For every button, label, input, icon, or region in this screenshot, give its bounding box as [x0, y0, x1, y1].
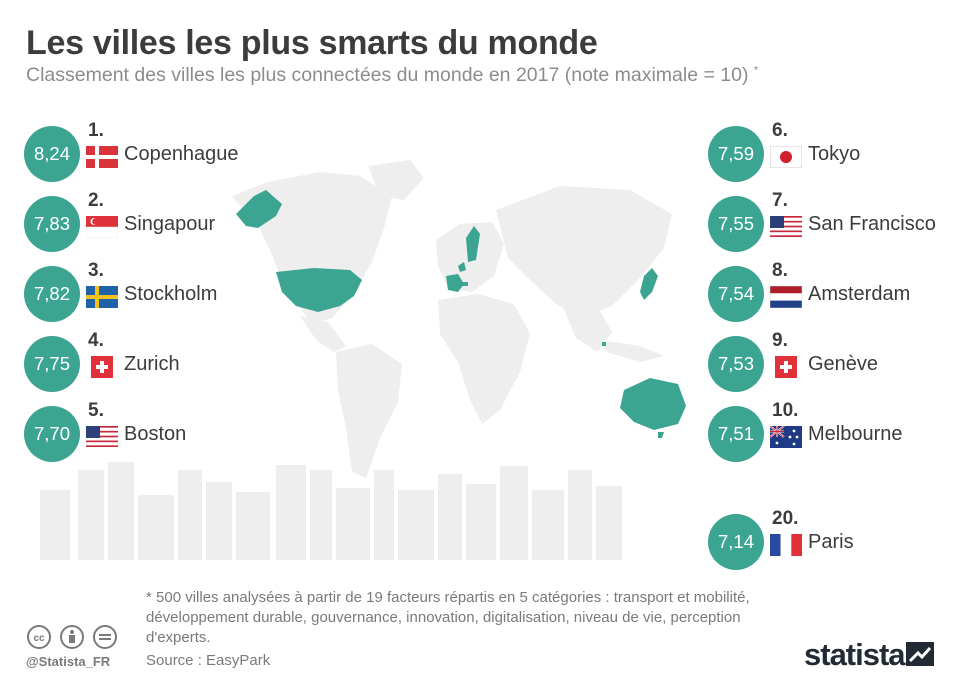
city-label: Copenhague	[124, 143, 239, 165]
score-badge: 7,82	[24, 266, 80, 322]
city-label: Singapour	[124, 213, 216, 235]
statista-logo: statista	[804, 637, 906, 672]
australia-flag	[769, 425, 802, 448]
rank-label: 2.	[88, 190, 104, 211]
south-asia-land	[560, 300, 612, 352]
city-label: Amsterdam	[808, 283, 911, 305]
svg-text:cc: cc	[33, 633, 45, 644]
score-badge: 7,75	[24, 336, 80, 392]
score-badge: 7,70	[24, 406, 80, 462]
city-label: Genève	[808, 353, 879, 375]
rank-label: 4.	[88, 330, 104, 351]
score-badge: 7,54	[708, 266, 764, 322]
france-flag	[770, 534, 802, 556]
statista-logo-icon	[906, 642, 934, 666]
usa-flag	[770, 216, 802, 247]
city-label: Tokyo	[808, 143, 861, 165]
page-title: Les villes les plus smarts du monde	[26, 24, 598, 62]
rank-label: 6.	[772, 120, 788, 141]
south-america-land	[336, 344, 402, 478]
africa-land	[438, 294, 530, 424]
rank-label: 8.	[772, 260, 788, 281]
social-handle: @Statista_FR	[26, 654, 111, 669]
rank-label: 3.	[88, 260, 104, 281]
score-badge: 7,59	[708, 126, 764, 182]
japan-shape	[640, 268, 658, 300]
denmark-shape	[458, 262, 466, 272]
japan-flag	[769, 145, 803, 169]
city-label: Boston	[124, 423, 187, 445]
score-badge: 7,55	[708, 196, 764, 252]
source-label: Source : EasyPark	[146, 652, 271, 669]
footnote-marker: *	[753, 64, 759, 77]
rank-label: 7.	[772, 190, 788, 211]
score-badge: 7,14	[708, 514, 764, 570]
alaska-shape	[236, 190, 282, 228]
switzerland-flag	[770, 356, 802, 378]
city-label: San Francisco	[808, 213, 936, 235]
rank-label: 10.	[772, 400, 799, 421]
greenland-land	[368, 160, 424, 200]
page-subtitle: Classement des villes les plus connectée…	[26, 64, 759, 86]
singapore-flag	[85, 216, 119, 239]
tasmania-shape	[658, 432, 664, 438]
score-badge: 7,83	[24, 196, 80, 252]
usa-flag	[86, 426, 118, 457]
rank-label: 5.	[88, 400, 104, 421]
denmark-flag	[86, 146, 118, 168]
skyline	[40, 462, 622, 560]
australia-shape	[620, 378, 686, 430]
city-label: Zurich	[124, 353, 180, 375]
asia-land	[496, 186, 672, 318]
scandinavia-shape	[466, 226, 480, 262]
license-icons: cc	[27, 625, 117, 649]
score-badge: 7,53	[708, 336, 764, 392]
switzerland-shape	[462, 282, 468, 286]
france-shape	[446, 274, 464, 292]
rank-label: 9.	[772, 330, 788, 351]
indonesia-land	[600, 340, 664, 362]
city-label: Melbourne	[808, 423, 903, 445]
switzerland-flag	[86, 356, 118, 378]
netherlands-flag	[769, 285, 803, 309]
city-label: Stockholm	[124, 283, 218, 305]
footnote: * 500 villes analysées à partir de 19 fa…	[146, 589, 750, 646]
nd-icon	[93, 625, 117, 649]
world-map	[232, 160, 686, 478]
rank-label: 1.	[88, 120, 104, 141]
score-badge: 7,51	[708, 406, 764, 462]
score-badge: 8,24	[24, 126, 80, 182]
sweden-flag	[86, 286, 118, 308]
by-icon	[60, 625, 84, 649]
singapore-shape	[602, 342, 606, 346]
central-america-land	[300, 316, 346, 352]
city-label: Paris	[808, 531, 854, 553]
rank-label: 20.	[772, 508, 799, 529]
usa-shape	[276, 268, 362, 312]
cc-icon: cc	[27, 625, 51, 649]
